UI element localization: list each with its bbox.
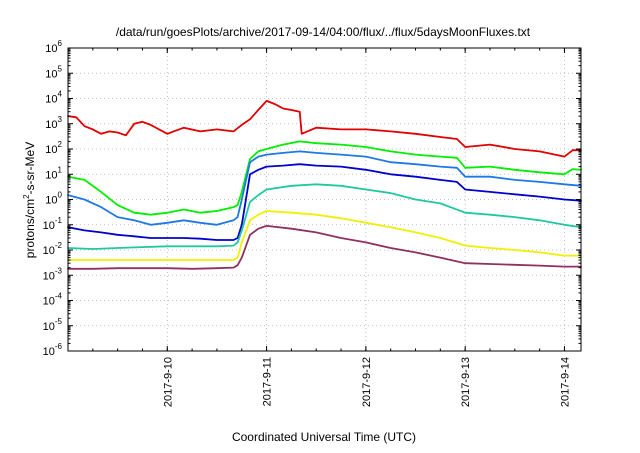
y-tick-label: 106 — [45, 39, 62, 55]
series-line-7 — [67, 224, 582, 270]
x-tick-label: 2017-9-11 — [262, 357, 274, 406]
x-tick-labels: 2017-9-10 2017-9-11 2017-9-12 2017-9-13 2017… — [162, 357, 571, 407]
y-tick-label: 100 — [45, 191, 62, 207]
y-tick-label: 10-6 — [43, 342, 63, 358]
series-group — [67, 100, 582, 270]
x-tick-label: 2017-9-10 — [162, 357, 174, 407]
y-tick-label: 10-3 — [43, 266, 63, 282]
y-tick-label: 105 — [45, 64, 62, 80]
y-tick-label: 10-1 — [43, 216, 63, 232]
series-line-6 — [67, 210, 582, 261]
y-tick-label: 10-5 — [43, 317, 63, 333]
x-tick-label: 2017-9-13 — [460, 357, 472, 407]
y-axis-label: protons/cm2-s-sr-MeV — [22, 142, 37, 258]
series-line-1 — [67, 100, 582, 158]
x-tick-label: 2017-9-14 — [559, 357, 571, 407]
series-line-3 — [67, 150, 582, 226]
y-tick-labels: 10-6 10-5 10-4 10-3 10-2 10-1 100 101 102 103 104 1… — [43, 39, 63, 358]
x-axis-label: Coordinated Universal Time (UTC) — [232, 430, 416, 444]
y-tick-label: 101 — [45, 165, 62, 181]
y-tick-label: 102 — [45, 140, 62, 156]
y-tick-label: 10-4 — [43, 292, 63, 308]
series-line-5 — [67, 183, 582, 250]
x-tick-label: 2017-9-12 — [361, 357, 373, 407]
y-tick-label: 103 — [45, 115, 62, 131]
chart-title: /data/run/goesPlots/archive/2017-09-14/0… — [116, 25, 531, 39]
ticks — [67, 47, 581, 352]
y-tick-label: 10-2 — [43, 241, 63, 257]
series-line-4 — [67, 163, 582, 241]
grid — [68, 48, 581, 351]
y-tick-label: 104 — [45, 90, 62, 106]
series-line-2 — [67, 140, 582, 216]
